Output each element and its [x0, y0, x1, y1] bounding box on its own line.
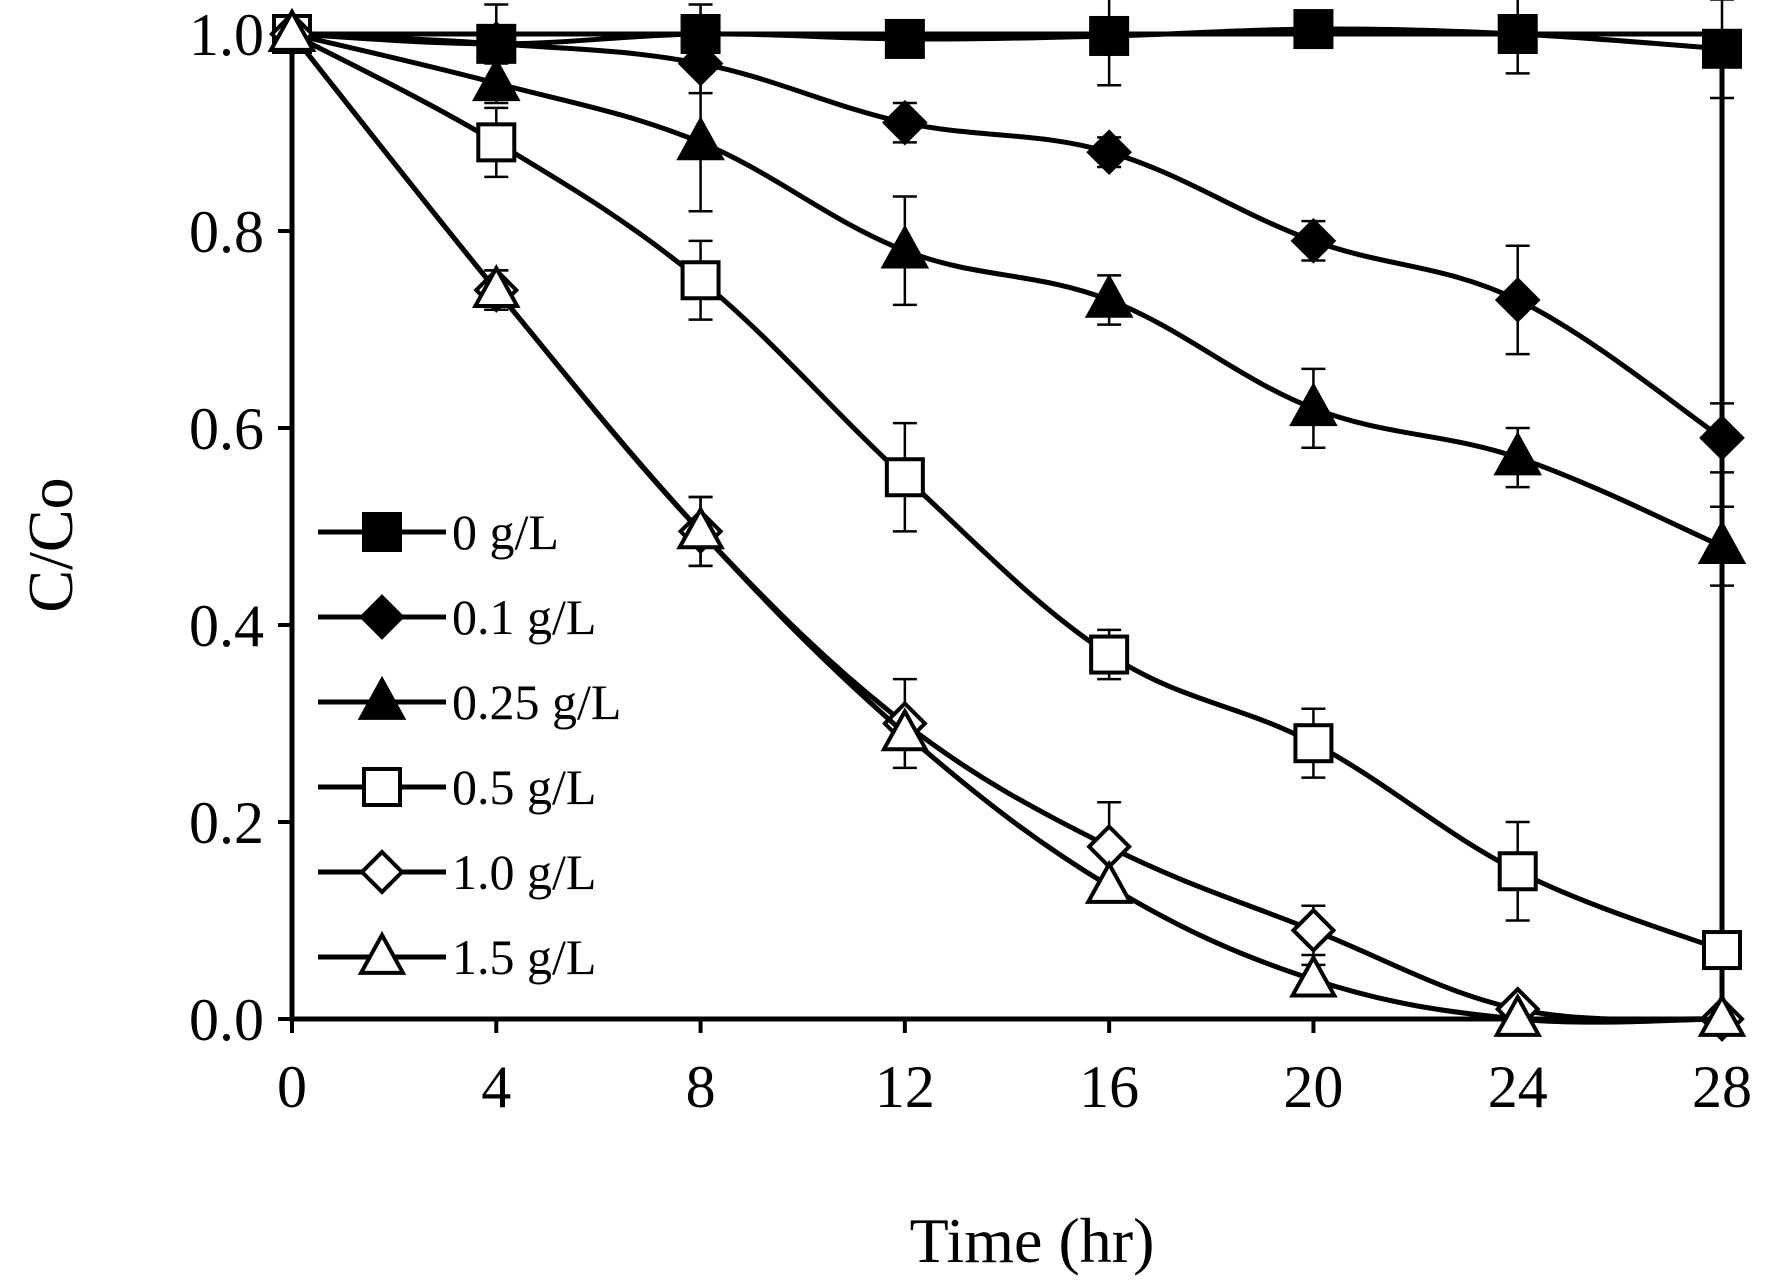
y-axis-title: C/Co	[15, 477, 86, 612]
legend-marker	[359, 849, 405, 895]
legend-item: 1.0 g/L	[318, 844, 596, 900]
legend-marker	[357, 675, 407, 720]
x-tick-label: 28	[1692, 1054, 1752, 1120]
x-tick-label: 16	[1079, 1054, 1139, 1120]
legend-label: 0 g/L	[452, 504, 559, 560]
series-1-5-g-L	[267, 7, 1747, 1037]
legend-label: 1.0 g/L	[452, 844, 596, 900]
x-tick-label: 12	[875, 1054, 935, 1120]
data-point	[1084, 859, 1134, 904]
data-point	[1289, 382, 1338, 427]
series-line	[291, 31, 1723, 549]
legend-item: 1.5 g/L	[318, 929, 596, 985]
data-point	[1697, 992, 1747, 1037]
data-point	[471, 263, 521, 308]
legend-label: 1.5 g/L	[452, 929, 596, 985]
x-tick-label: 24	[1488, 1054, 1548, 1120]
legend-marker	[359, 594, 405, 640]
x-tick-label: 0	[277, 1054, 307, 1120]
data-point	[880, 224, 930, 269]
data-point	[884, 18, 925, 59]
legend-label: 0.5 g/L	[452, 759, 596, 815]
data-point	[1293, 9, 1334, 50]
data-point	[680, 260, 721, 301]
y-tick-label: 0.2	[189, 790, 264, 856]
legend-item: 0.1 g/L	[318, 589, 596, 645]
y-tick-label: 1.0	[189, 2, 264, 68]
data-point	[882, 99, 928, 146]
legend-marker	[362, 767, 402, 807]
legend-label: 0.1 g/L	[452, 589, 596, 645]
series-layer	[267, 0, 1747, 1042]
legend-marker	[362, 512, 402, 552]
legend-label: 0.25 g/L	[452, 674, 621, 730]
data-point	[1493, 992, 1543, 1037]
x-tick-label: 20	[1283, 1054, 1343, 1120]
data-point	[267, 7, 317, 52]
x-axis-title: Time (hr)	[910, 1205, 1155, 1276]
data-point	[884, 457, 925, 498]
x-tick-label: 4	[481, 1054, 511, 1120]
legend: 0 g/L 0.1 g/L 0.25 g/L 0.5 g/L 1.0 g/L 1.5 g/…	[318, 504, 621, 985]
legend-item: 0.25 g/L	[318, 674, 621, 730]
series-line	[291, 31, 1724, 440]
data-point	[1293, 723, 1334, 764]
data-point	[1089, 15, 1130, 56]
data-point	[1494, 277, 1541, 323]
data-point	[1084, 273, 1134, 318]
data-point	[1086, 129, 1132, 176]
data-point	[1699, 415, 1745, 461]
data-point	[676, 505, 725, 550]
data-point	[676, 116, 725, 161]
data-point	[1702, 930, 1742, 971]
legend-marker	[357, 930, 407, 975]
y-tick-label: 0.6	[189, 396, 264, 462]
legend-item: 0 g/L	[318, 504, 559, 560]
y-tick-label: 0.8	[189, 199, 264, 265]
data-point	[1289, 953, 1338, 998]
data-point	[476, 122, 517, 163]
data-point	[1290, 907, 1337, 954]
data-point	[1497, 851, 1538, 892]
y-tick-label: 0.4	[189, 593, 264, 659]
x-tick-label: 8	[686, 1054, 716, 1120]
data-point	[1497, 14, 1538, 54]
series-0-5-g-L	[272, 14, 1742, 971]
data-point	[1089, 634, 1130, 675]
data-point	[1702, 28, 1742, 69]
y-tick-label: 0.0	[189, 987, 264, 1053]
series-line	[290, 31, 1723, 953]
y-axis: 0.0 0.2 0.4 0.6 0.8 1.0	[189, 2, 292, 1053]
data-point	[1290, 218, 1337, 264]
data-point	[880, 707, 930, 752]
data-point	[1697, 520, 1747, 565]
series-0-1-g-L	[269, 11, 1745, 474]
data-point	[471, 57, 521, 102]
legend-item: 0.5 g/L	[318, 759, 596, 815]
x-axis: 0 4 8 12 16 20 24 28	[277, 1019, 1752, 1120]
data-point	[1493, 431, 1543, 476]
